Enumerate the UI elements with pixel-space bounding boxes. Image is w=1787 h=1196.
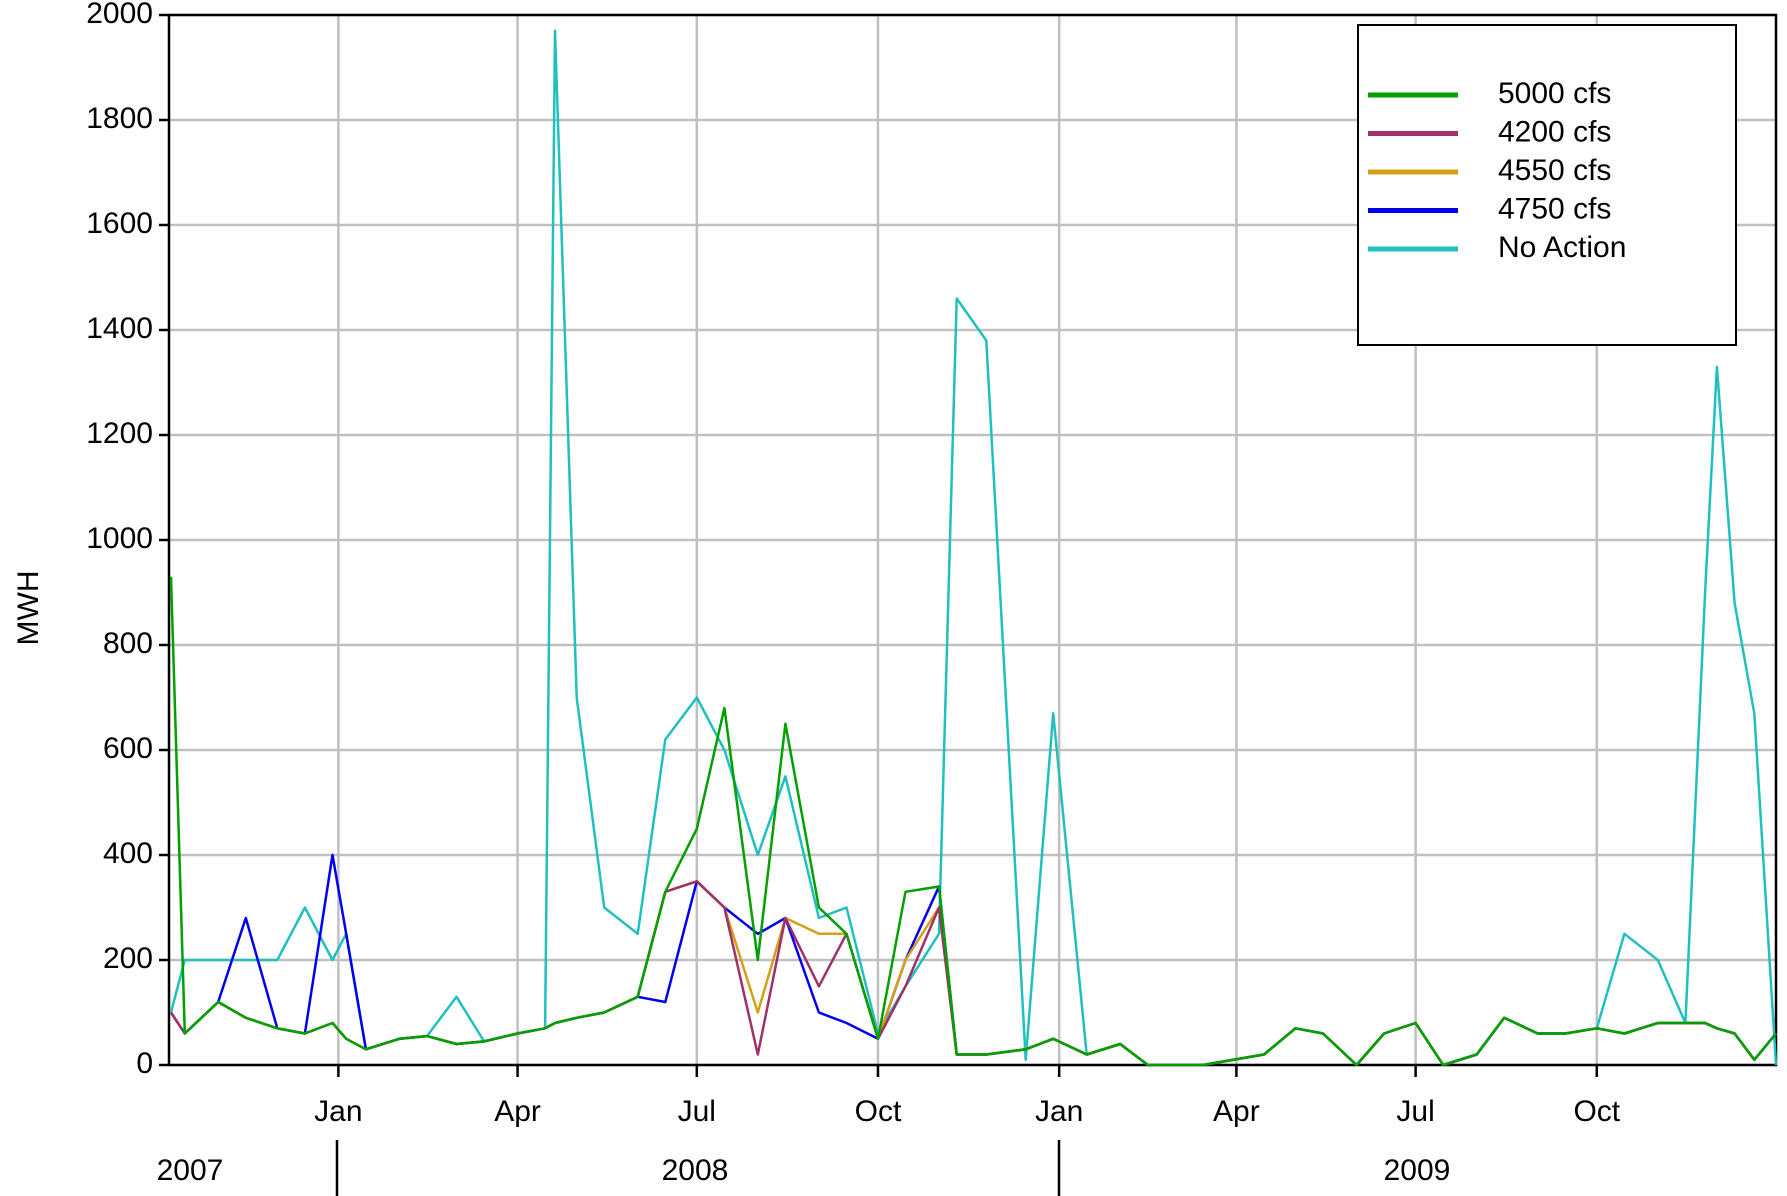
plot-frame bbox=[167, 13, 1778, 1067]
x-tick-label: Jan bbox=[1035, 1095, 1083, 1128]
x-tick-label: Jul bbox=[1396, 1095, 1434, 1128]
x-tick-label: Oct bbox=[855, 1095, 902, 1128]
legend-label: 4550 cfs bbox=[1498, 154, 1611, 187]
legend-label: 5000 cfs bbox=[1498, 77, 1611, 110]
y-tick-label: 600 bbox=[103, 732, 153, 765]
legend-box bbox=[1357, 24, 1737, 346]
y-tick-label: 1600 bbox=[86, 207, 153, 240]
x-tick-label: Apr bbox=[494, 1095, 541, 1128]
legend-label: 4200 cfs bbox=[1498, 115, 1611, 148]
x-tick-label: Apr bbox=[1213, 1095, 1260, 1128]
y-tick-label: 0 bbox=[136, 1047, 153, 1080]
year-label: 2008 bbox=[662, 1154, 729, 1187]
y-tick-label: 200 bbox=[103, 942, 153, 975]
legend-label: No Action bbox=[1498, 231, 1626, 264]
legend-label: 4750 cfs bbox=[1498, 192, 1611, 225]
y-tick-label: 1200 bbox=[86, 417, 153, 450]
y-tick-label: 1000 bbox=[86, 522, 153, 555]
series-line bbox=[169, 576, 1777, 1067]
y-axis-label: MWH bbox=[12, 571, 45, 646]
y-tick-label: 400 bbox=[103, 837, 153, 870]
x-tick-label: Oct bbox=[1573, 1095, 1620, 1128]
y-tick-label: 2000 bbox=[86, 0, 153, 30]
y-tick-label: 1800 bbox=[86, 102, 153, 135]
year-label: 2007 bbox=[157, 1154, 224, 1187]
x-tick-label: Jul bbox=[678, 1095, 716, 1128]
y-tick-label: 1400 bbox=[86, 312, 153, 345]
x-tick-label: Jan bbox=[314, 1095, 362, 1128]
y-tick-label: 800 bbox=[103, 627, 153, 660]
year-label: 2009 bbox=[1384, 1154, 1451, 1187]
